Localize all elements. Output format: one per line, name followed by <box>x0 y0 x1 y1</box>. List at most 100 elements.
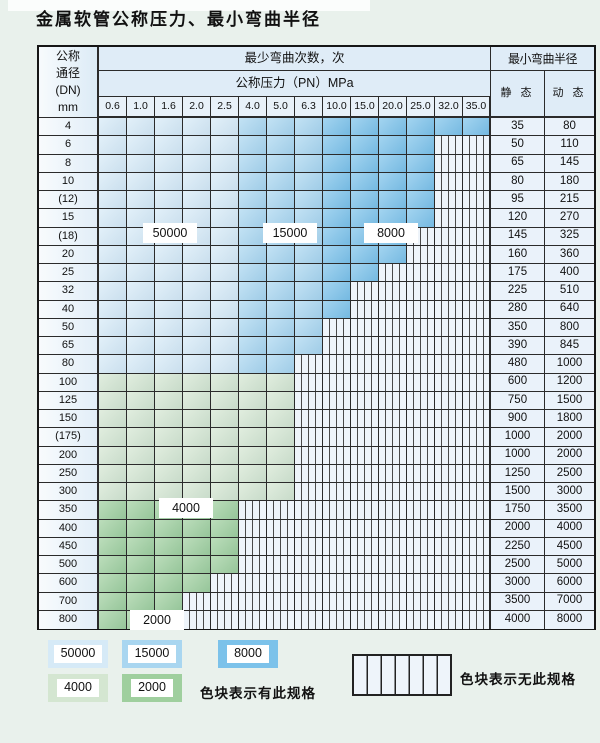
spec-cell-dn20-pn6.3 <box>295 245 323 264</box>
spec-cell-dn32-pn6.3 <box>295 282 323 301</box>
dynamic-value-cell-dn50: 800 <box>545 318 594 337</box>
no-spec-cell-dn32-pn32.0 <box>435 282 463 301</box>
spec-cell-dn6-pn1.0 <box>127 136 155 155</box>
spec-cell-dn6-pn20.0 <box>379 136 407 155</box>
spec-cell-dn20-pn1.6 <box>155 245 183 264</box>
pressure-col-header-20.0: 20.0 <box>379 97 407 118</box>
no-spec-cell-dn450-pn10.0 <box>323 537 351 556</box>
no-spec-cell-dn500-pn5.0 <box>267 556 295 575</box>
spec-cell-dn(12)-pn2.0 <box>183 191 211 210</box>
no-spec-cell-dn32-pn35.0 <box>463 282 491 301</box>
no-spec-cell-dn6-pn32.0 <box>435 136 463 155</box>
no-spec-cell-dn100-pn32.0 <box>435 373 463 392</box>
spec-cell-dn32-pn5.0 <box>267 282 295 301</box>
no-spec-cell-dn700-pn32.0 <box>435 592 463 611</box>
no-spec-cell-dn8-pn35.0 <box>463 154 491 173</box>
spec-cell-dn32-pn0.6 <box>99 282 127 301</box>
no-spec-cell-dn150-pn6.3 <box>295 410 323 429</box>
no-spec-cell-dn800-pn4.0 <box>239 610 267 629</box>
dynamic-value-cell-dn10: 180 <box>545 172 594 191</box>
no-spec-cell-dn150-pn32.0 <box>435 410 463 429</box>
legend-swatch-8000: 8000 <box>218 640 278 668</box>
spec-cell-dn65-pn2.5 <box>211 337 239 356</box>
spec-cell-dn450-pn0.6 <box>99 537 127 556</box>
spec-cell-dn300-pn0.6 <box>99 483 127 502</box>
spec-cell-dn125-pn0.6 <box>99 391 127 410</box>
spec-cell-dn25-pn0.6 <box>99 264 127 283</box>
no-spec-cell-dn100-pn35.0 <box>463 373 491 392</box>
no-spec-cell-dn200-pn20.0 <box>379 446 407 465</box>
dynamic-value-cell-dn250: 2500 <box>545 464 594 483</box>
no-spec-cell-dn450-pn4.0 <box>239 537 267 556</box>
spec-cell-dn200-pn4.0 <box>239 446 267 465</box>
no-spec-cell-dn800-pn5.0 <box>267 610 295 629</box>
dynamic-value-cell-dn15: 270 <box>545 209 594 228</box>
spec-cell-dn15-pn20.0 <box>379 209 407 228</box>
dn-cell-80: 80 <box>39 355 99 374</box>
cycle-label-8000: 8000 <box>364 223 418 243</box>
no-spec-cell-dn300-pn6.3 <box>295 483 323 502</box>
no-spec-cell-dn65-pn32.0 <box>435 337 463 356</box>
spec-cell-dn100-pn0.6 <box>99 373 127 392</box>
spec-cell-dn400-pn1.6 <box>155 519 183 538</box>
dn-cell-100: 100 <box>39 373 99 392</box>
static-value-cell-dn400: 2000 <box>491 519 545 538</box>
no-spec-cell-dn600-pn35.0 <box>463 574 491 593</box>
spec-cell-dn10-pn25.0 <box>407 172 435 191</box>
no-spec-cell-dn500-pn25.0 <box>407 556 435 575</box>
pressure-col-header-10.0: 10.0 <box>323 97 351 118</box>
dynamic-value-cell-dn8: 145 <box>545 154 594 173</box>
spec-cell-dn100-pn4.0 <box>239 373 267 392</box>
spec-cell-dn(12)-pn25.0 <box>407 191 435 210</box>
spec-cell-dn20-pn2.0 <box>183 245 211 264</box>
no-spec-cell-dn65-pn10.0 <box>323 337 351 356</box>
no-spec-cell-dn400-pn25.0 <box>407 519 435 538</box>
no-spec-cell-dn450-pn32.0 <box>435 537 463 556</box>
dynamic-value-cell-dn32: 510 <box>545 282 594 301</box>
spec-cell-dn15-pn4.0 <box>239 209 267 228</box>
no-spec-cell-dn600-pn10.0 <box>323 574 351 593</box>
spec-cell-dn50-pn2.5 <box>211 318 239 337</box>
spec-cell-dn40-pn1.6 <box>155 300 183 319</box>
no-spec-cell-dn(175)-pn15.0 <box>351 428 379 447</box>
no-spec-cell-dn200-pn35.0 <box>463 446 491 465</box>
no-spec-cell-dn800-pn6.3 <box>295 610 323 629</box>
dynamic-value-cell-dn6: 110 <box>545 136 594 155</box>
no-spec-cell-dn250-pn10.0 <box>323 464 351 483</box>
no-spec-cell-dn32-pn20.0 <box>379 282 407 301</box>
spec-cell-dn10-pn1.0 <box>127 172 155 191</box>
dynamic-value-cell-dn125: 1500 <box>545 391 594 410</box>
dynamic-value-cell-dn(18): 325 <box>545 227 594 246</box>
no-spec-cell-dn50-pn32.0 <box>435 318 463 337</box>
spec-cell-dn32-pn1.0 <box>127 282 155 301</box>
spec-cell-dn40-pn0.6 <box>99 300 127 319</box>
spec-cell-dn8-pn20.0 <box>379 154 407 173</box>
no-spec-cell-dn300-pn10.0 <box>323 483 351 502</box>
dn-cell-65: 65 <box>39 337 99 356</box>
no-spec-cell-dn(175)-pn6.3 <box>295 428 323 447</box>
no-spec-cell-dn700-pn4.0 <box>239 592 267 611</box>
no-spec-cell-dn200-pn15.0 <box>351 446 379 465</box>
no-spec-cell-dn150-pn10.0 <box>323 410 351 429</box>
bend-cycles-header: 最少弯曲次数，次 <box>99 47 491 71</box>
spec-cell-dn8-pn1.0 <box>127 154 155 173</box>
corner-line-1: 公称 <box>55 49 80 63</box>
spec-cell-dn25-pn2.5 <box>211 264 239 283</box>
dn-cell-40: 40 <box>39 300 99 319</box>
dynamic-value-cell-dn(12): 215 <box>545 191 594 210</box>
spec-cell-dn(175)-pn1.6 <box>155 428 183 447</box>
pressure-col-header-2.0: 2.0 <box>183 97 211 118</box>
spec-cell-dn25-pn15.0 <box>351 264 379 283</box>
spec-cell-dn80-pn1.6 <box>155 355 183 374</box>
spec-cell-dn4-pn10.0 <box>323 118 351 137</box>
dynamic-value-cell-dn100: 1200 <box>545 373 594 392</box>
spec-cell-dn250-pn4.0 <box>239 464 267 483</box>
spec-cell-dn4-pn4.0 <box>239 118 267 137</box>
no-spec-cell-dn600-pn5.0 <box>267 574 295 593</box>
spec-cell-dn600-pn1.6 <box>155 574 183 593</box>
static-value-cell-dn4: 35 <box>491 118 545 137</box>
spec-cell-dn400-pn2.5 <box>211 519 239 538</box>
spec-cell-dn6-pn2.5 <box>211 136 239 155</box>
spec-cell-dn8-pn1.6 <box>155 154 183 173</box>
spec-cell-dn450-pn1.6 <box>155 537 183 556</box>
